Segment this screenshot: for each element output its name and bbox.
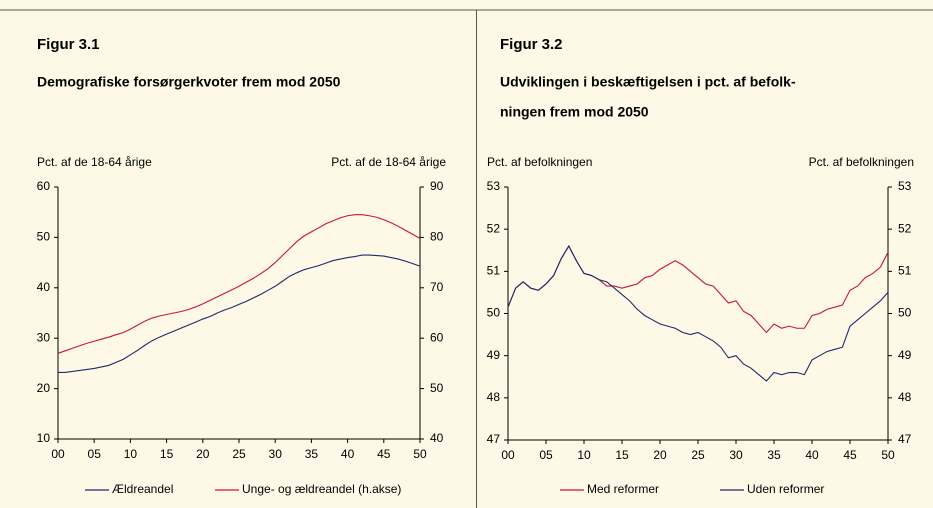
y-tick-label: 50 (487, 306, 501, 320)
x-tick-label: 35 (767, 448, 781, 462)
x-tick-label: 00 (51, 447, 65, 461)
x-tick-label: 05 (539, 448, 553, 462)
series-line (507, 244, 889, 334)
figure-title: Figur 3.2 (500, 36, 563, 53)
x-tick-label: 25 (691, 448, 705, 462)
x-tick-label: 20 (196, 447, 210, 461)
y2-tick-label: 70 (430, 280, 444, 294)
figure-subtitle: Demografiske forsørgerkvoter frem mod 20… (37, 74, 341, 90)
y2-tick-label: 50 (898, 306, 912, 320)
x-tick-label: 10 (577, 448, 591, 462)
y-tick-label: 40 (37, 280, 51, 294)
y-axis-label: Pct. af befolkningen (487, 155, 592, 169)
figure-title: Figur 3.1 (37, 36, 100, 53)
y-tick-label: 47 (487, 432, 501, 446)
y2-tick-label: 53 (898, 179, 912, 193)
x-tick-label: 45 (377, 447, 391, 461)
y2-tick-label: 49 (898, 348, 912, 362)
y-tick-label: 49 (487, 348, 501, 362)
legend-label: Unge- og ældreandel (h.akse) (242, 482, 401, 496)
figure-subtitle: ningen frem mod 2050 (500, 104, 649, 120)
y-tick-label: 50 (37, 230, 51, 244)
legend-label: Ældreandel (112, 482, 173, 496)
legend-label: Uden reformer (747, 482, 824, 496)
y-tick-label: 60 (37, 179, 51, 193)
y-tick-label: 10 (37, 431, 51, 445)
x-tick-label: 05 (88, 447, 102, 461)
y-tick-label: 30 (37, 330, 51, 344)
x-tick-label: 50 (413, 447, 427, 461)
figure-subtitle: Udviklingen i beskæftigelsen i pct. af b… (500, 74, 796, 90)
y2-tick-label: 50 (430, 381, 444, 395)
y2-axis-label: Pct. af de 18-64 årige (331, 155, 446, 169)
x-tick-label: 20 (653, 448, 667, 462)
y2-tick-label: 60 (430, 330, 444, 344)
x-tick-label: 10 (124, 447, 138, 461)
y2-tick-label: 48 (898, 390, 912, 404)
y-tick-label: 52 (487, 221, 501, 235)
series-line (58, 254, 421, 374)
legend-label: Med reformer (587, 482, 659, 496)
x-tick-label: 15 (615, 448, 629, 462)
y-tick-label: 48 (487, 390, 501, 404)
y-tick-label: 53 (487, 179, 501, 193)
x-tick-label: 50 (881, 448, 895, 462)
x-tick-label: 30 (269, 447, 283, 461)
y2-tick-label: 40 (430, 431, 444, 445)
y2-tick-label: 47 (898, 432, 912, 446)
y-tick-label: 20 (37, 381, 51, 395)
y-tick-label: 51 (487, 264, 501, 278)
y2-axis-label: Pct. af befolkningen (809, 155, 914, 169)
series-line (507, 244, 889, 382)
x-tick-label: 15 (160, 447, 174, 461)
y2-tick-label: 52 (898, 221, 912, 235)
y2-tick-label: 51 (898, 264, 912, 278)
x-tick-label: 30 (729, 448, 743, 462)
y2-tick-label: 80 (430, 230, 444, 244)
x-tick-label: 00 (501, 448, 515, 462)
x-tick-label: 35 (305, 447, 319, 461)
series-line (57, 214, 421, 354)
x-tick-label: 40 (805, 448, 819, 462)
x-tick-label: 40 (341, 447, 355, 461)
y2-tick-label: 90 (430, 179, 444, 193)
y-axis-label: Pct. af de 18-64 årige (37, 155, 152, 169)
x-tick-label: 25 (232, 447, 246, 461)
x-tick-label: 45 (843, 448, 857, 462)
